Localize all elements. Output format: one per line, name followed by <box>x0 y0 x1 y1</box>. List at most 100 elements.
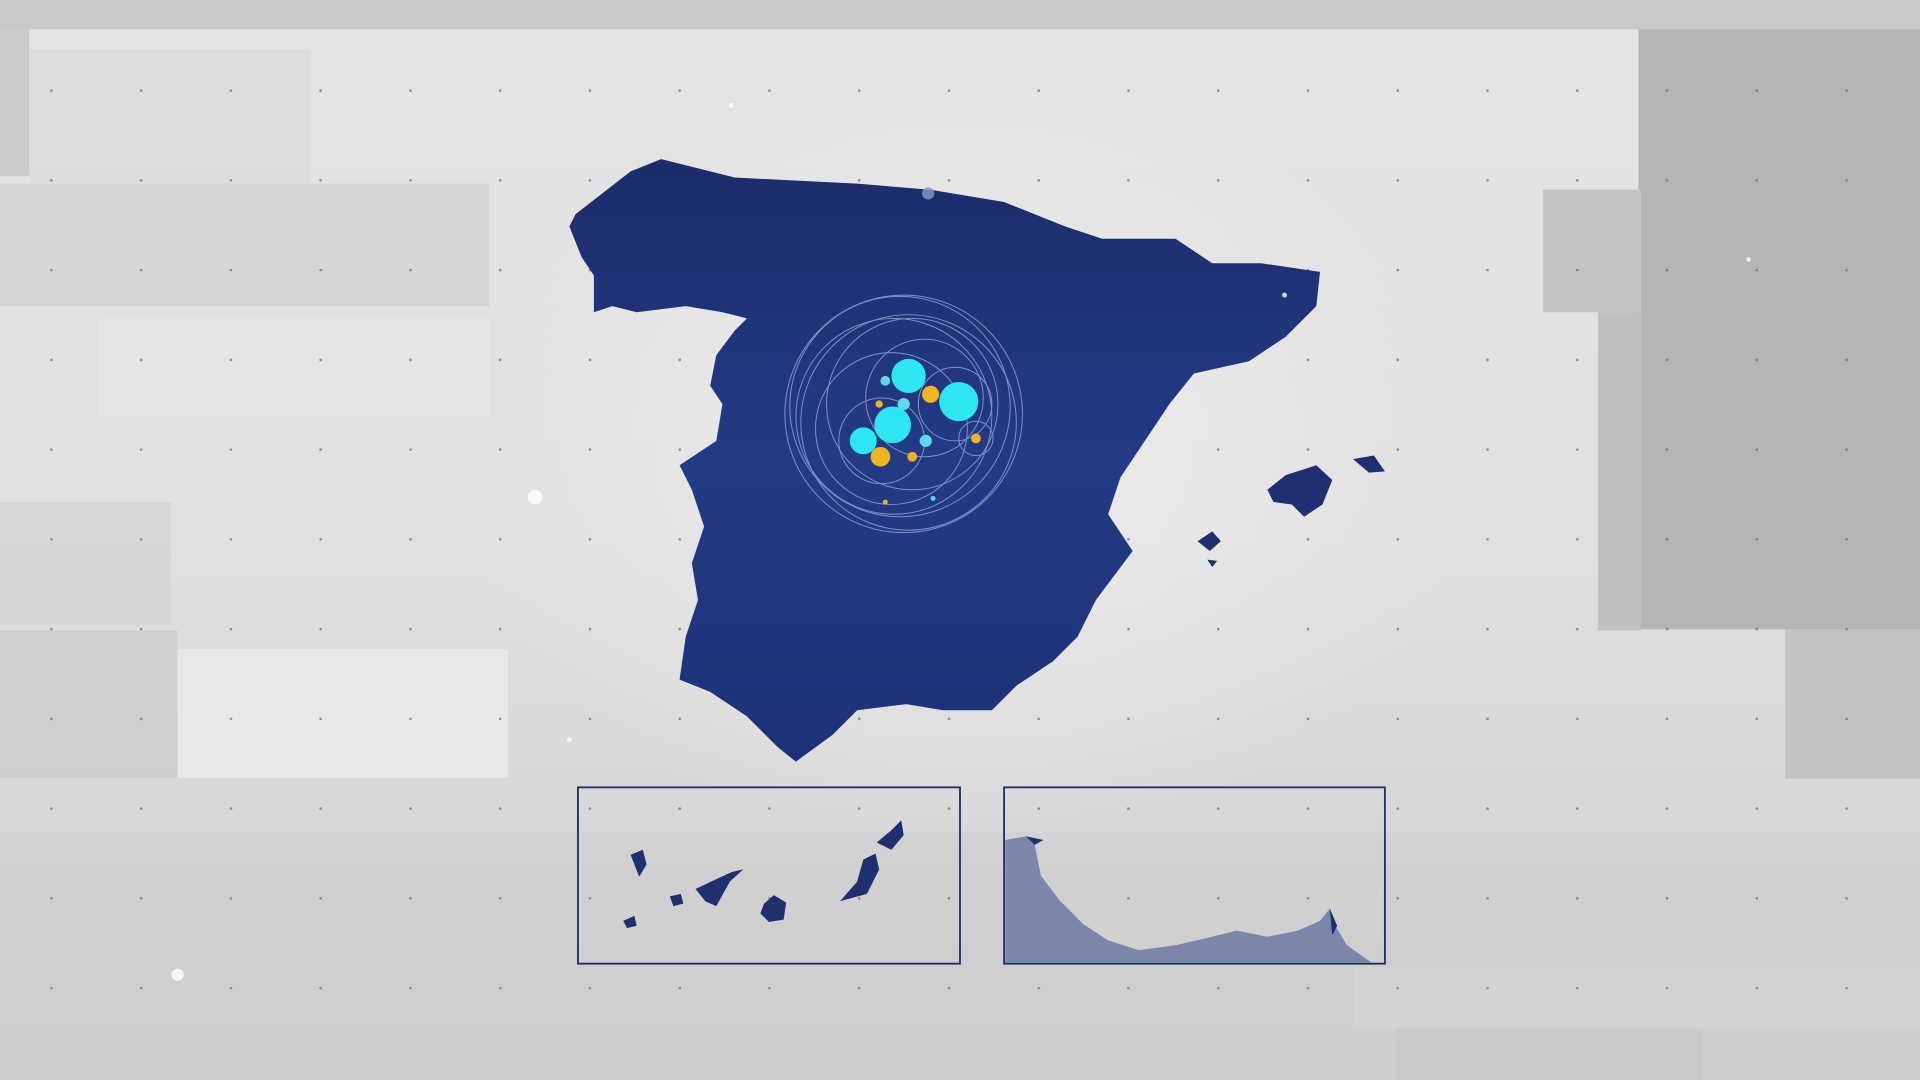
grid-dot <box>229 627 233 631</box>
grid-dot <box>1575 448 1579 451</box>
grid-dot <box>229 717 233 721</box>
grid-dot <box>1396 897 1400 900</box>
grid-dot <box>229 179 233 182</box>
grid-dot <box>1845 89 1848 92</box>
grid-dot <box>1845 986 1848 990</box>
grid-dot <box>588 538 592 541</box>
grid-dot <box>319 448 323 451</box>
bubbles <box>849 358 981 505</box>
grid-dot <box>1486 89 1489 92</box>
grid-dot <box>1755 807 1759 811</box>
grid-dot <box>1306 627 1310 631</box>
grid-dot <box>409 897 412 900</box>
menorca <box>1353 455 1385 473</box>
grid-dot <box>50 986 53 990</box>
grid-dot <box>409 89 412 92</box>
grid-dot <box>1575 358 1579 362</box>
grid-dot <box>1037 717 1041 721</box>
grid-dot <box>1306 538 1310 541</box>
grid-dot <box>1306 448 1310 451</box>
grid-dot <box>319 179 323 182</box>
grid-dot <box>947 89 951 92</box>
grid-dot <box>1755 89 1759 92</box>
grid-dot <box>319 986 323 990</box>
grid-dot <box>1396 627 1400 631</box>
ibiza <box>1197 531 1221 567</box>
grid-dot <box>857 897 861 900</box>
grid-dot <box>498 89 502 92</box>
grid-dot <box>947 897 951 900</box>
grid-dot <box>1665 807 1669 811</box>
grid-dot <box>139 358 143 362</box>
grid-dot <box>50 448 53 451</box>
grid-dot <box>1127 986 1130 990</box>
grid-dot <box>1575 986 1579 990</box>
grid-dot <box>498 897 502 900</box>
grid-dot <box>1575 268 1579 272</box>
grid-dot <box>498 538 502 541</box>
grid-dot <box>1396 89 1400 92</box>
grid-dot <box>1486 538 1489 541</box>
grid-dot <box>409 268 412 272</box>
grid-dot <box>1127 897 1130 900</box>
peninsula <box>569 159 1385 762</box>
grid-dot <box>50 268 53 272</box>
grid-dot <box>1127 179 1130 182</box>
grid-dot <box>1037 89 1041 92</box>
grid-dot <box>1306 179 1310 182</box>
canary-inset <box>577 786 961 965</box>
grid-dot <box>1665 179 1669 182</box>
grid-dot <box>1486 807 1489 811</box>
grid-dot <box>1665 89 1669 92</box>
grid-dot <box>768 986 771 990</box>
grid-dot <box>1845 268 1848 272</box>
grid-dot <box>1665 717 1669 721</box>
grid-dot <box>1216 627 1220 631</box>
grid-dot <box>50 538 53 541</box>
grid-dot <box>768 89 771 92</box>
grid-dot <box>498 268 502 272</box>
grid-dot <box>1845 179 1848 182</box>
grid-dot <box>588 448 592 451</box>
grid-dot <box>139 627 143 631</box>
grid-dot <box>50 89 53 92</box>
grid-dot <box>1755 986 1759 990</box>
grid-dot <box>50 897 53 900</box>
grid-dot <box>588 807 592 811</box>
grid-dot <box>1845 538 1848 541</box>
grid-dot <box>1845 448 1848 451</box>
grid-dot <box>1127 627 1130 631</box>
grid-dot <box>1306 717 1310 721</box>
grid-dot <box>319 538 323 541</box>
grid-dot <box>229 538 233 541</box>
grid-dot <box>678 717 682 721</box>
grid-dot <box>409 717 412 721</box>
grid-dot <box>319 358 323 362</box>
grid-dot <box>947 986 951 990</box>
grid-dot <box>1127 807 1130 811</box>
grid-dot <box>1127 89 1130 92</box>
grid-dot <box>229 807 233 811</box>
grid-dot <box>1127 538 1130 541</box>
grid-dot <box>498 807 502 811</box>
grid-dot <box>1396 538 1400 541</box>
grid-dot <box>1755 538 1759 541</box>
grid-dot <box>319 268 323 272</box>
grid-dot <box>1396 358 1400 362</box>
grid-dot <box>857 89 861 92</box>
grid-dot <box>1486 627 1489 631</box>
grid-dot <box>1845 717 1848 721</box>
grid-dot <box>139 897 143 900</box>
grid-dot <box>1216 448 1220 451</box>
grid-dot <box>139 179 143 182</box>
grid-dot <box>498 986 502 990</box>
grid-dot <box>1755 717 1759 721</box>
grid-dot <box>857 717 861 721</box>
grid-dot <box>1306 897 1310 900</box>
grid-dot <box>498 627 502 631</box>
light-particles <box>171 102 1752 981</box>
grid-dot <box>1665 358 1669 362</box>
grid-dot <box>1665 538 1669 541</box>
